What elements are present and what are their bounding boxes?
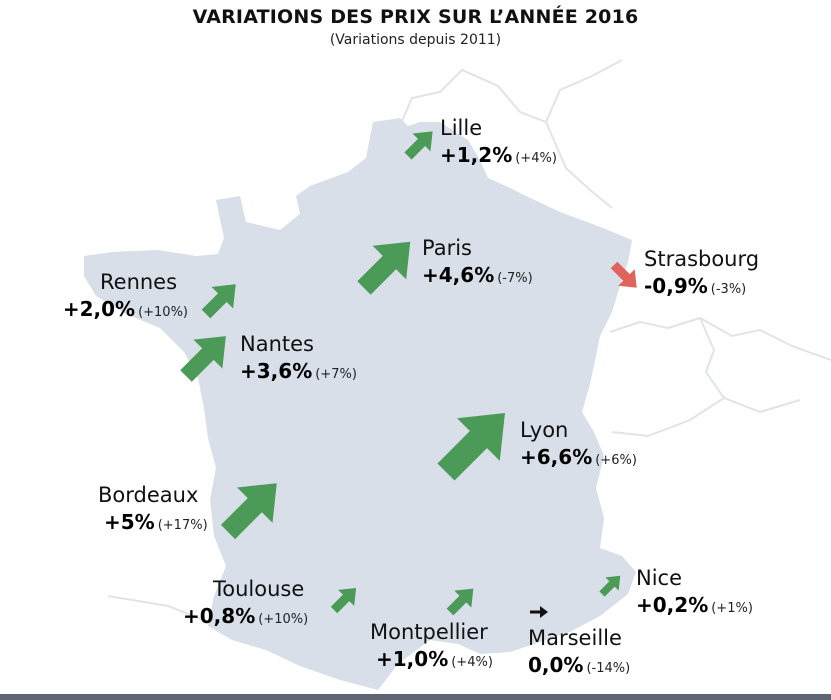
arrow-shape	[610, 261, 637, 288]
arrow-shape	[446, 588, 474, 616]
city-label-nantes: Nantes +3,6% (+7%)	[240, 332, 357, 383]
arrow-shape	[180, 336, 226, 382]
trend-arrow-lyon	[437, 413, 505, 481]
arrow-shape	[220, 483, 277, 540]
map-title: VARIATIONS DES PRIX SUR L’ANNÉE 2016	[192, 6, 639, 28]
france-land	[84, 118, 636, 690]
city-name: Rennes	[100, 270, 178, 294]
city-name: Toulouse	[213, 577, 305, 601]
city-name: Nice	[636, 566, 683, 590]
city-label-marseille: Marseille 0,0% (-14%)	[528, 626, 631, 677]
city-label-toulouse: Toulouse +0,8% (+10%)	[183, 577, 309, 628]
city-variation: +1,2%	[440, 143, 513, 167]
city-variation-since-2011: (+7%)	[315, 367, 357, 382]
trend-arrow-nice	[599, 575, 621, 597]
trend-arrow-bordeaux	[220, 483, 277, 540]
city-name: Strasbourg	[644, 247, 760, 271]
italy-border	[611, 396, 801, 438]
trend-arrow-marseille	[530, 606, 548, 618]
city-label-paris: Paris +4,6% (-7%)	[422, 236, 533, 287]
city-label-lyon: Lyon +6,6% (+6%)	[520, 418, 637, 469]
city-label-lille: Lille +1,2% (+4%)	[440, 116, 557, 167]
city-variation: +2,0%	[62, 297, 136, 321]
city-label-nice: Nice +0,2% (+1%)	[636, 566, 753, 617]
city-variation: +3,6%	[240, 359, 313, 383]
city-variation: +0,8%	[183, 604, 256, 628]
city-variation: +0,2%	[636, 593, 709, 617]
arrow-layer	[180, 131, 637, 618]
swiss-border	[609, 316, 831, 361]
city-name: Bordeaux	[98, 483, 199, 507]
city-name: Nantes	[240, 332, 314, 356]
arrow-shape	[530, 606, 548, 618]
belgium-border	[397, 68, 613, 209]
bottom-bar	[0, 694, 831, 700]
germany-border	[545, 59, 623, 123]
italy-coast	[699, 317, 725, 399]
arrow-shape	[437, 413, 505, 481]
trend-arrow-nantes	[180, 336, 226, 382]
city-label-bordeaux: Bordeaux +5% (+17%)	[98, 483, 208, 534]
city-variation-since-2011: (+1%)	[711, 601, 753, 616]
arrow-shape	[201, 284, 236, 319]
city-variation-since-2011: (-7%)	[497, 271, 533, 286]
city-variation-since-2011: (+10%)	[258, 612, 309, 627]
city-variation: -0,9%	[644, 274, 708, 298]
city-name: Marseille	[528, 626, 622, 650]
arrow-shape	[404, 131, 433, 160]
city-variation: 0,0%	[528, 653, 584, 677]
city-name: Lille	[440, 116, 483, 140]
city-variation: +1,0%	[376, 647, 449, 671]
arrow-shape	[357, 241, 411, 295]
city-variation: +6,6%	[520, 445, 593, 469]
city-label-strasbourg: Strasbourg -0,9% (-3%)	[644, 247, 760, 298]
trend-arrow-paris	[357, 241, 411, 295]
trend-arrow-toulouse	[330, 587, 357, 614]
city-name: Montpellier	[370, 620, 488, 644]
city-name: Lyon	[520, 418, 569, 442]
city-variation-since-2011: (+6%)	[595, 453, 637, 468]
city-name: Paris	[422, 236, 472, 260]
city-variation-since-2011: (+17%)	[157, 518, 208, 533]
arrow-shape	[599, 575, 621, 597]
city-variation-since-2011: (+10%)	[138, 305, 188, 320]
city-variation-since-2011: (+4%)	[451, 655, 493, 670]
trend-arrow-montpellier	[446, 588, 474, 616]
city-variation-since-2011: (-3%)	[710, 282, 747, 297]
trend-arrow-lille	[404, 131, 433, 160]
city-variation: +4,6%	[422, 263, 495, 287]
city-variation-since-2011: (+4%)	[515, 151, 557, 166]
city-variation: +5%	[104, 510, 155, 534]
arrow-shape	[330, 587, 357, 614]
map-subtitle: (Variations depuis 2011)	[329, 32, 502, 48]
city-label-montpellier: Montpellier +1,0% (+4%)	[370, 620, 493, 671]
city-label-rennes: Rennes +2,0% (+10%)	[46, 270, 188, 321]
trend-arrow-rennes	[201, 284, 236, 319]
trend-arrow-strasbourg	[610, 261, 637, 288]
city-variation-since-2011: (-14%)	[586, 661, 631, 676]
